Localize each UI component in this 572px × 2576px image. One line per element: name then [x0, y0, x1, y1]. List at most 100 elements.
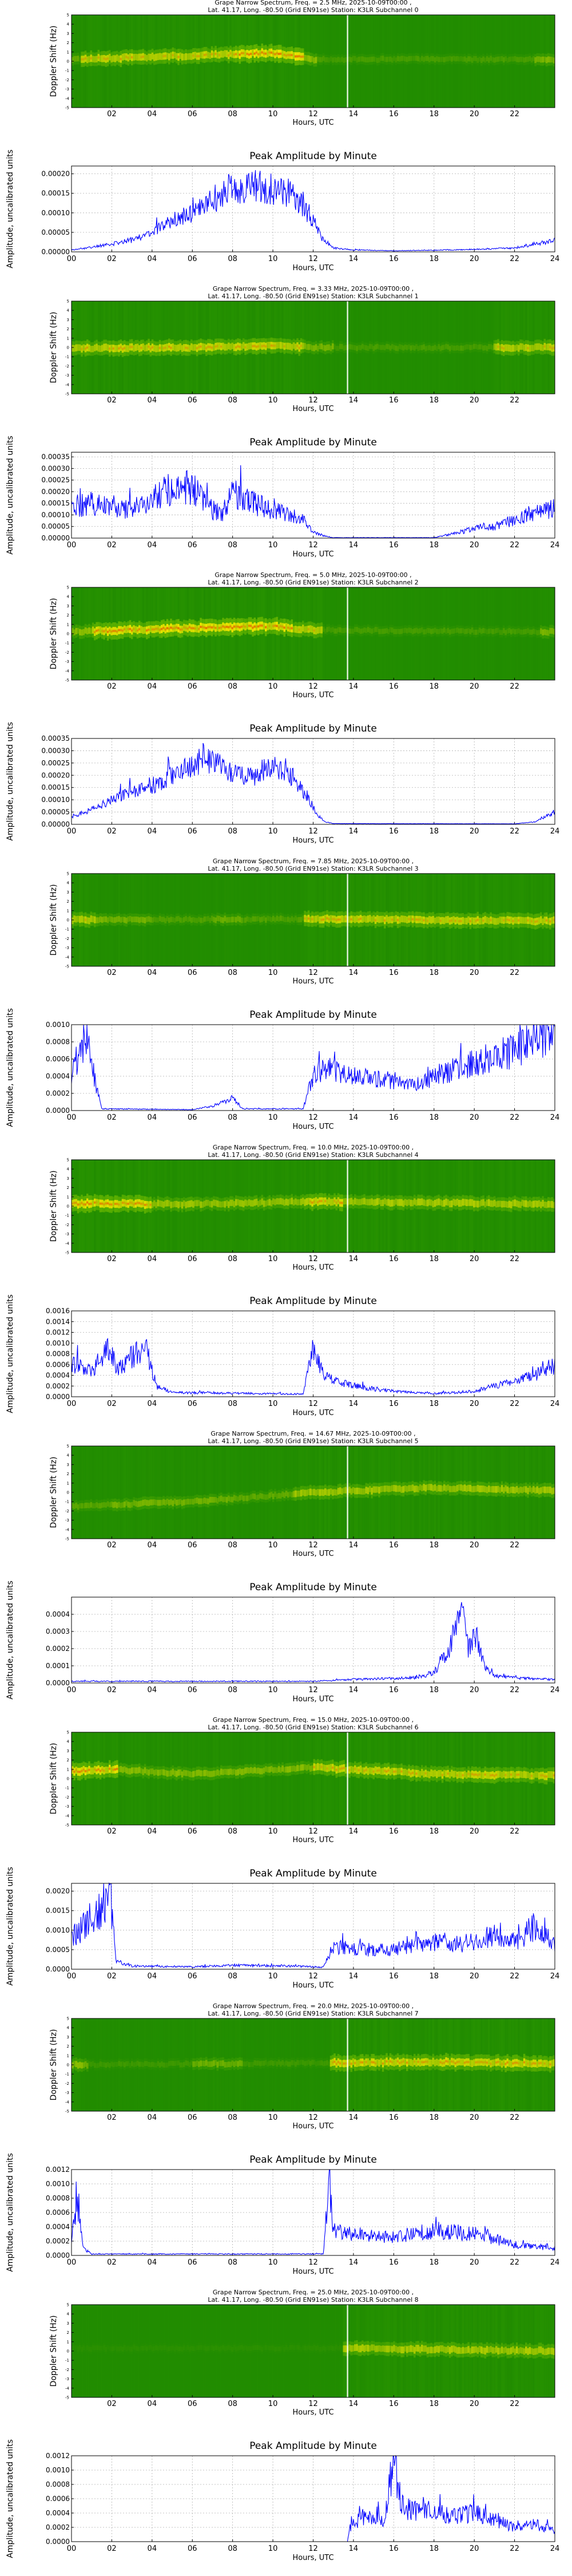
- spectrogram-band: [103, 1200, 105, 1208]
- spectrogram-core: [553, 346, 555, 349]
- spectrogram-streak: [414, 874, 416, 966]
- spectrogram-core: [140, 346, 142, 349]
- spectrogram-halo: [395, 54, 398, 65]
- spectrogram-streak: [476, 15, 479, 108]
- spectrogram-streak: [350, 301, 353, 394]
- spectrogram-band: [395, 57, 398, 63]
- spectrogram-band: [328, 344, 331, 350]
- spectrogram-halo: [488, 626, 490, 637]
- spectrogram-halo: [438, 341, 440, 352]
- spectrogram-band: [281, 50, 284, 58]
- spectrogram-band: [352, 915, 355, 923]
- spectrogram-streak: [419, 587, 422, 680]
- spectrogram-halo: [127, 913, 130, 925]
- spectrogram-halo: [438, 626, 440, 637]
- spectrogram-band: [356, 57, 358, 63]
- spectrogram-streak: [335, 301, 338, 394]
- spectrogram-band: [411, 1200, 414, 1207]
- spectrogram-streak: [257, 15, 260, 108]
- spectrogram-streak: [521, 301, 524, 394]
- spectrogram-streak: [452, 15, 455, 108]
- spectrogram-band: [475, 343, 477, 349]
- spectrogram-band: [329, 345, 332, 351]
- spectrogram-streak: [213, 874, 215, 966]
- spectrogram-halo: [508, 54, 511, 65]
- spectrogram-streak: [161, 1160, 163, 1253]
- spectrogram-core: [476, 918, 479, 921]
- spectrogram-band: [281, 916, 284, 922]
- spectrogram-streak: [210, 15, 213, 108]
- spectrogram-band: [434, 57, 436, 63]
- spectrogram-streak: [518, 587, 520, 680]
- spectrogram-band: [512, 345, 514, 352]
- spectrogram-title: Grape Narrow Spectrum, Freq. = 14.67 MHz…: [210, 1430, 415, 1437]
- spectrogram-halo: [240, 915, 243, 926]
- spectrogram-streak: [283, 15, 286, 108]
- spectrogram-streak: [281, 874, 284, 966]
- spectrogram-band: [267, 50, 269, 58]
- spectrogram-band: [362, 343, 364, 349]
- spectrogram-band: [198, 1200, 200, 1206]
- y-tick-label: 0: [67, 1204, 69, 1209]
- spectrogram-band: [456, 56, 459, 61]
- spectrogram-halo: [476, 627, 479, 638]
- spectrogram-streak: [106, 874, 109, 966]
- spectrogram-band: [142, 1200, 145, 1207]
- spectrogram-streak: [231, 1160, 234, 1253]
- amplitude-title: Peak Amplitude by Minute: [249, 437, 377, 448]
- spectrogram-band: [480, 57, 483, 64]
- spectrogram-band: [400, 915, 403, 923]
- spectrogram-band: [289, 625, 291, 633]
- spectrogram-band: [423, 344, 425, 350]
- spectrogram-band: [134, 1500, 137, 1507]
- spectrogram-halo: [367, 624, 370, 635]
- spectrogram-band: [196, 1200, 198, 1207]
- spectrogram-band: [304, 1199, 306, 1206]
- y-tick-label: 0: [67, 632, 69, 637]
- y-tick-label: -1: [65, 1214, 69, 1218]
- spectrogram-streak: [399, 15, 401, 108]
- spectrogram-band: [317, 56, 319, 62]
- spectrogram-band: [363, 1198, 366, 1205]
- spectrogram-band: [300, 626, 303, 634]
- spectrogram-streak: [419, 301, 422, 394]
- x-tick-label: 00: [67, 827, 77, 836]
- spectrogram-band: [389, 627, 392, 633]
- spectrogram-core: [287, 626, 289, 629]
- y-tick-label: 3: [67, 604, 69, 609]
- spectrogram-band: [454, 345, 457, 351]
- spectrogram-streak: [268, 1160, 271, 1253]
- spectrogram-halo: [162, 1198, 165, 1212]
- spectrogram-band: [369, 343, 371, 349]
- spectrogram-core: [82, 1203, 85, 1206]
- spectrogram-halo: [447, 53, 450, 64]
- spectrogram-halo: [447, 625, 450, 636]
- spectrogram-band: [320, 916, 323, 924]
- spectrogram-core: [118, 347, 120, 350]
- spectrogram-band: [114, 55, 117, 62]
- spectrogram-streak: [471, 1160, 474, 1253]
- amplitude-series-line: [71, 743, 555, 824]
- spectrogram-halo: [233, 1198, 236, 1211]
- spectrogram-streak: [400, 1160, 403, 1253]
- spectrogram-streak: [302, 874, 304, 966]
- spectrogram-halo: [400, 342, 403, 353]
- spectrogram-band: [415, 1199, 418, 1206]
- spectrogram-streak: [103, 1446, 105, 1539]
- spectrogram-halo: [436, 53, 438, 64]
- spectrogram-core: [181, 628, 184, 631]
- spectrogram-halo: [410, 625, 412, 636]
- spectrogram-band: [478, 1200, 481, 1207]
- spectrogram-streak: [222, 587, 224, 680]
- spectrogram-streak: [218, 587, 221, 680]
- spectrogram-halo: [296, 1196, 299, 1209]
- spectrogram-band: [302, 915, 304, 921]
- spectrogram-streak: [253, 1160, 256, 1253]
- spectrogram-band: [506, 916, 509, 923]
- spectrogram-band: [350, 57, 353, 62]
- spectrogram-halo: [136, 913, 139, 926]
- spectrogram-halo: [510, 626, 513, 638]
- spectrogram-band: [168, 1200, 170, 1207]
- spectrogram-streak: [144, 587, 146, 680]
- y-tick-label: 0.00000: [41, 248, 70, 256]
